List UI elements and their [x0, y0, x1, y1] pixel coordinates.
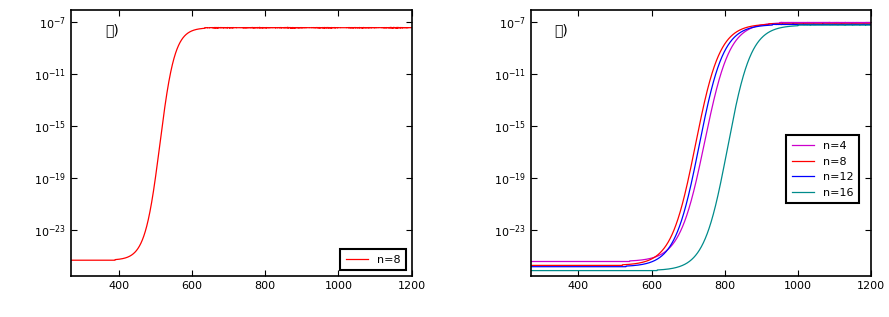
n=12 [525, 265, 536, 268]
n=16 [565, 269, 575, 273]
Line: n=16: n=16 [531, 25, 871, 271]
n=12 [565, 265, 575, 268]
n=16 [860, 23, 870, 27]
n=8 [565, 263, 575, 267]
n=8 [670, 223, 681, 226]
n=8 [584, 263, 595, 267]
n=16 [525, 269, 536, 273]
n=16 [822, 23, 833, 27]
n=4 [866, 21, 877, 24]
Line: n=4: n=4 [531, 23, 871, 262]
n=12 [860, 23, 870, 26]
n=12 [866, 23, 877, 26]
n=8 [124, 254, 135, 258]
n=4 [584, 260, 595, 263]
n=4 [825, 21, 836, 24]
n=8 [283, 25, 293, 29]
n=8 [105, 258, 116, 262]
n=12 [656, 254, 667, 258]
n=12 [670, 233, 681, 237]
n=8 [211, 26, 221, 29]
Line: n=12: n=12 [531, 24, 871, 267]
n=4 [822, 21, 833, 24]
n=16 [824, 23, 835, 27]
n=8 [866, 22, 877, 26]
n=8 [196, 27, 207, 30]
n=12 [819, 23, 829, 26]
n=8 [525, 263, 536, 267]
n=8 [66, 258, 76, 262]
Legend: n=4, n=8, n=12, n=16: n=4, n=8, n=12, n=16 [786, 135, 859, 203]
n=16 [584, 269, 595, 273]
n=8 [849, 22, 860, 26]
Text: 가): 가) [105, 23, 119, 37]
n=16 [656, 268, 667, 272]
Text: 나): 나) [555, 23, 568, 37]
Line: n=8: n=8 [71, 27, 412, 260]
n=12 [822, 23, 833, 26]
n=8 [822, 22, 833, 26]
n=8 [406, 26, 417, 29]
n=4 [860, 21, 870, 24]
n=16 [866, 23, 877, 27]
n=12 [584, 265, 595, 268]
n=4 [565, 260, 575, 263]
n=4 [670, 237, 681, 241]
Legend: n=8: n=8 [340, 249, 406, 270]
n=16 [670, 266, 681, 269]
Line: n=8: n=8 [531, 24, 871, 265]
n=8 [860, 22, 870, 26]
n=8 [400, 26, 411, 30]
n=4 [525, 260, 536, 263]
n=4 [656, 252, 667, 256]
n=8 [656, 250, 667, 254]
n=8 [363, 26, 373, 30]
